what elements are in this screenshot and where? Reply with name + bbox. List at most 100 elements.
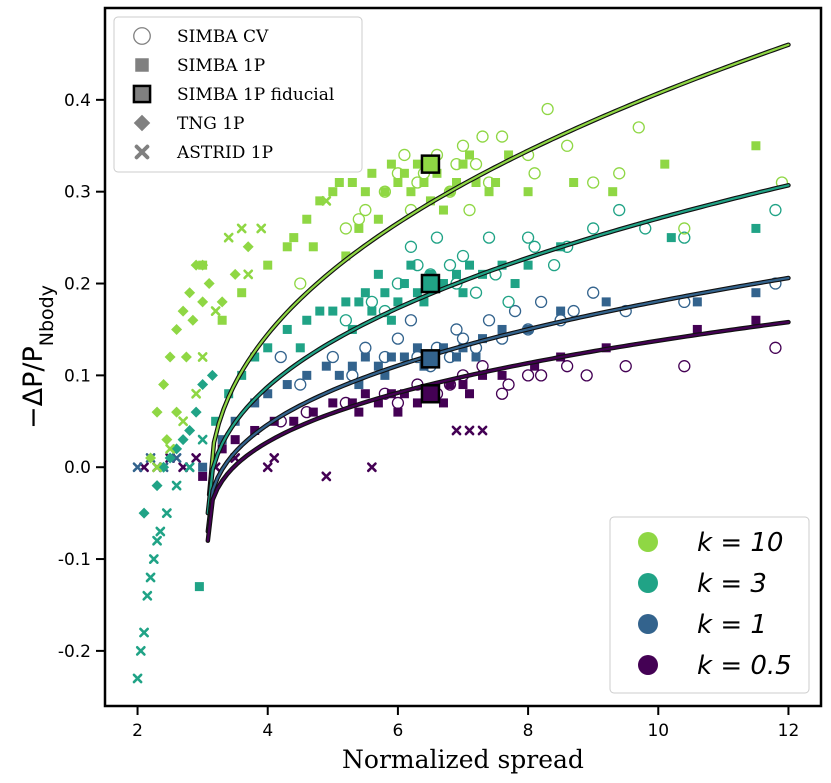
- simba-1p-point: [419, 178, 429, 187]
- astrid-1p-point: [236, 223, 247, 234]
- simba-1p-point: [354, 223, 364, 233]
- simba-1p-point: [198, 471, 208, 481]
- astrid-1p-point: [477, 425, 488, 436]
- y-axis-title-main: −ΔP/P: [18, 346, 49, 429]
- simba-cv-point: [528, 240, 541, 253]
- simba-cv-point: [339, 314, 352, 327]
- simba-cv-point: [463, 203, 476, 217]
- simba-1p-point: [412, 159, 422, 169]
- y-axis-title-sub: Nbody: [36, 285, 58, 346]
- simba-1p-point: [230, 435, 240, 445]
- series-k-0-5: [139, 315, 782, 482]
- simba-1p-point: [601, 297, 611, 307]
- y-tick-label: 0.4: [64, 91, 91, 111]
- tng-1p-point: [180, 351, 192, 363]
- simba-1p-point: [360, 288, 370, 298]
- k-legend: k = 10 k = 3 k = 1 k = 0.5: [609, 516, 810, 694]
- simba-1p-point: [328, 398, 338, 408]
- tng-1p-point: [197, 379, 209, 391]
- astrid-1p-point: [145, 572, 156, 583]
- simba-1p-point: [471, 352, 481, 362]
- simba-1p-point: [263, 343, 273, 353]
- simba-cv-point: [450, 323, 463, 336]
- simba-1p-point: [478, 370, 488, 380]
- simba-1p-point: [412, 398, 422, 408]
- tng-1p-point: [190, 406, 202, 418]
- simba-cv-point: [528, 167, 541, 180]
- simba-1p-point: [347, 178, 357, 187]
- tng-1p-point: [184, 424, 196, 436]
- simba-1p-fiducial-point: [420, 154, 441, 174]
- simba-cv-point: [534, 295, 548, 309]
- simba-1p-point: [211, 416, 221, 426]
- simba-1p-point: [341, 251, 351, 261]
- simba-1p-point: [751, 288, 761, 298]
- k-legend-label: k = 10: [697, 528, 783, 558]
- astrid-1p-point: [178, 416, 189, 427]
- simba-1p-point: [751, 315, 761, 325]
- astrid-1p-point: [184, 462, 195, 473]
- marker-legend-label: SIMBA CV: [177, 27, 269, 47]
- simba-1p-point: [393, 297, 403, 307]
- simba-cv-point: [495, 387, 509, 400]
- simba-1p-point: [556, 306, 566, 316]
- simba-cv-point: [359, 203, 372, 217]
- simba-1p-point: [217, 315, 227, 325]
- simba-1p-point: [263, 260, 273, 270]
- simba-1p-point: [360, 352, 370, 362]
- fit-curve-outline: [205, 319, 791, 543]
- simba-1p-point: [328, 306, 338, 316]
- simba-cv-point: [769, 341, 782, 354]
- simba-1p-point: [438, 398, 448, 408]
- simba-1p-point: [282, 242, 292, 252]
- simba-1p-point: [237, 288, 247, 298]
- fit-curve: [206, 276, 790, 533]
- simba-cv-point: [411, 259, 424, 272]
- tng-1p-point: [151, 406, 163, 418]
- simba-1p-point: [380, 370, 390, 380]
- simba-cv-point: [587, 176, 600, 189]
- simba-1p-point: [373, 214, 383, 224]
- simba-cv-point: [404, 240, 418, 253]
- simba-cv-point: [678, 360, 691, 373]
- simba-1p-point: [465, 150, 475, 160]
- simba-1p-point: [373, 269, 383, 279]
- simba-1p-point: [438, 343, 448, 353]
- tng-1p-point: [145, 452, 157, 464]
- simba-1p-point: [530, 361, 540, 371]
- simba-1p-point: [399, 352, 409, 362]
- astrid-1p-point: [321, 471, 332, 482]
- tng-1p-point: [184, 287, 196, 299]
- simba-1p-point: [367, 168, 377, 178]
- x-tick-label: 2: [132, 721, 143, 741]
- simba-1p-point: [504, 150, 514, 160]
- simba-1p-point: [399, 279, 409, 289]
- simba-1p-point: [367, 306, 377, 316]
- simba-1p-point: [334, 370, 344, 380]
- simba-1p-point: [692, 324, 702, 334]
- astrid-1p-point: [152, 462, 162, 473]
- simba-cv-point: [521, 369, 535, 382]
- simba-cv-point: [456, 139, 470, 152]
- simba-1p-point: [250, 352, 260, 362]
- simba-1p-point: [380, 187, 390, 197]
- simba-1p-point: [328, 187, 338, 197]
- simba-cv-point: [587, 286, 600, 299]
- astrid-1p-point: [256, 223, 267, 234]
- x-tick-label: 10: [647, 721, 669, 741]
- simba-1p-point: [198, 462, 208, 472]
- simba-1p-fiducial-point: [420, 349, 441, 369]
- x-tick-label: 12: [778, 721, 800, 741]
- simba-1p-point: [354, 297, 364, 307]
- simba-1p-point: [289, 233, 299, 243]
- k-legend-label: k = 1: [697, 610, 767, 640]
- astrid-1p-point: [171, 453, 182, 463]
- simba-cv-point: [495, 130, 509, 143]
- simba-1p-point: [510, 279, 520, 289]
- simba-1p-point: [458, 380, 468, 390]
- astrid-1p-point: [191, 388, 202, 399]
- astrid-1p-point: [366, 462, 377, 473]
- astrid-1p-point: [135, 645, 146, 656]
- astrid-1p-point: [451, 425, 462, 436]
- simba-1p-point: [289, 416, 299, 426]
